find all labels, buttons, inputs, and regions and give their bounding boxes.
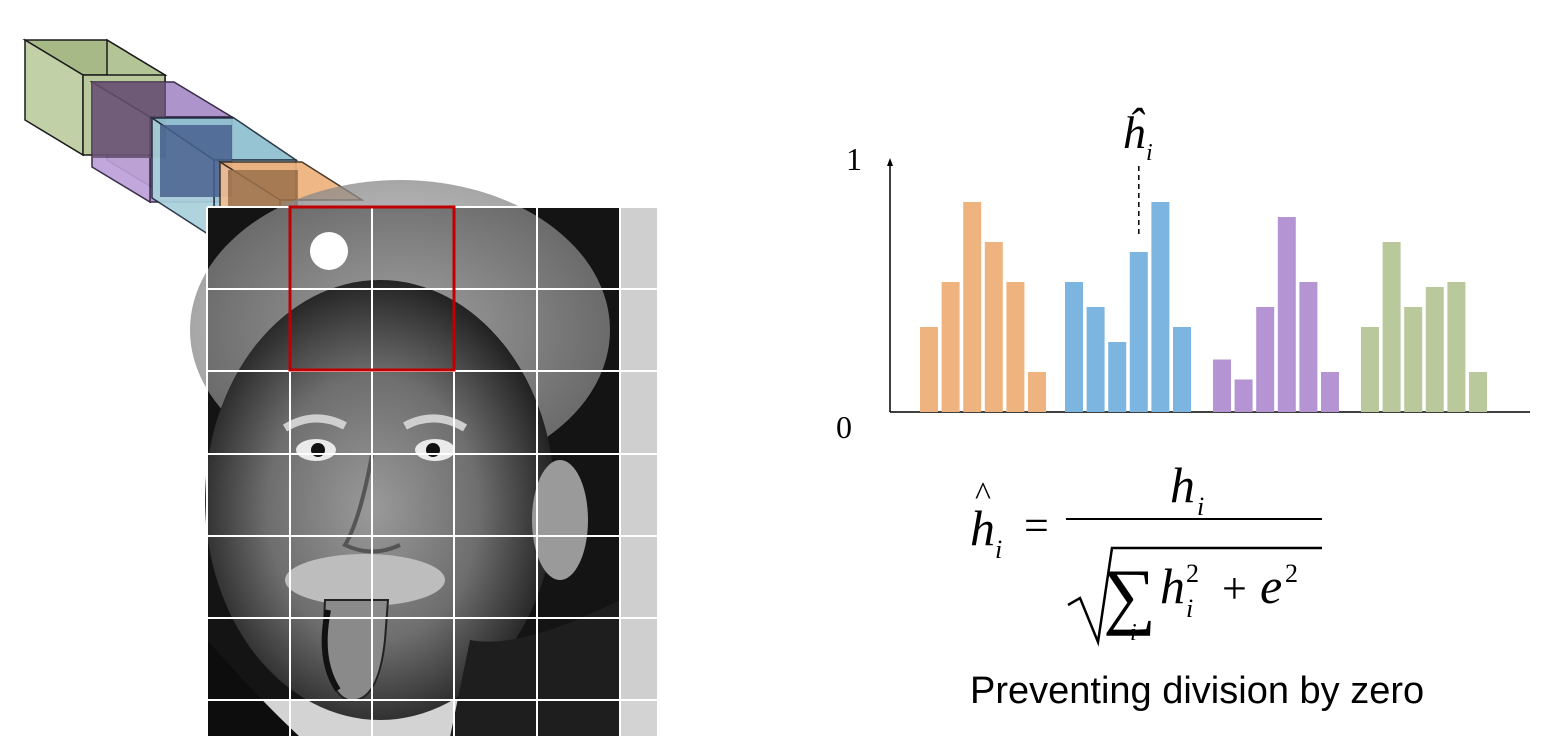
histogram-bar [1086, 307, 1105, 412]
histogram-bar [1447, 282, 1466, 412]
histogram-bar [1234, 379, 1253, 412]
formula-plus: + [1222, 564, 1247, 613]
svg-text:i: i [1146, 140, 1153, 166]
y-tick-label: 1 [846, 141, 862, 177]
y-tick-label: 0 [836, 409, 852, 445]
cell-grid [206, 206, 659, 738]
histogram-chart: 1 0 ĥ i [836, 107, 1530, 445]
histogram-bar [1382, 242, 1401, 412]
annotation-label: ĥ i [1122, 107, 1153, 166]
histogram-bar [1321, 372, 1339, 412]
histogram-bar [1469, 372, 1487, 412]
histogram-bar [1213, 359, 1231, 412]
term-sub: i [1186, 594, 1193, 623]
sum-index: i [1130, 620, 1137, 646]
epsilon-sup: 2 [1285, 559, 1298, 588]
caption: Preventing division by zero [970, 670, 1425, 712]
histogram-bar [1028, 372, 1046, 412]
histogram-bar [1065, 282, 1083, 412]
svg-text:ĥ: ĥ [1122, 107, 1146, 158]
term-sup: 2 [1186, 559, 1199, 588]
histogram-bar [941, 282, 960, 412]
histogram-bar [1425, 287, 1444, 412]
normalization-formula: h ^ i = h i ∑ i h 2 i + e 2 [970, 457, 1322, 647]
histogram-bar [1277, 217, 1296, 412]
histogram-bar [1404, 307, 1423, 412]
sum-symbol: ∑ [1103, 555, 1156, 637]
formula-lhs-sub: i [995, 535, 1002, 564]
epsilon-base: e [1260, 558, 1282, 614]
formula-numerator-sub: i [1197, 492, 1204, 521]
keypoint-icon [310, 232, 348, 270]
histogram-bar [984, 242, 1003, 412]
histogram-bar [1108, 342, 1127, 412]
histogram-bar [1256, 307, 1275, 412]
histogram-bar [1173, 327, 1191, 412]
formula-hat: ^ [975, 476, 991, 513]
histogram-bar [1129, 252, 1148, 412]
formula-equals: = [1024, 501, 1049, 550]
histogram-bar [1151, 202, 1170, 412]
formula-lhs: h [970, 500, 995, 556]
histogram-bar [1006, 282, 1025, 412]
highlight-box [288, 205, 456, 372]
histogram-bar [1361, 327, 1379, 412]
formula-numerator: h [1170, 457, 1195, 513]
sqrt-sign [1067, 546, 1322, 647]
histogram-bar [963, 202, 982, 412]
face-photo [190, 180, 658, 737]
feature-cube-stack [22, 38, 365, 262]
histogram-bar [920, 327, 938, 412]
histogram-bar [1299, 282, 1318, 412]
term-base: h [1160, 558, 1185, 614]
